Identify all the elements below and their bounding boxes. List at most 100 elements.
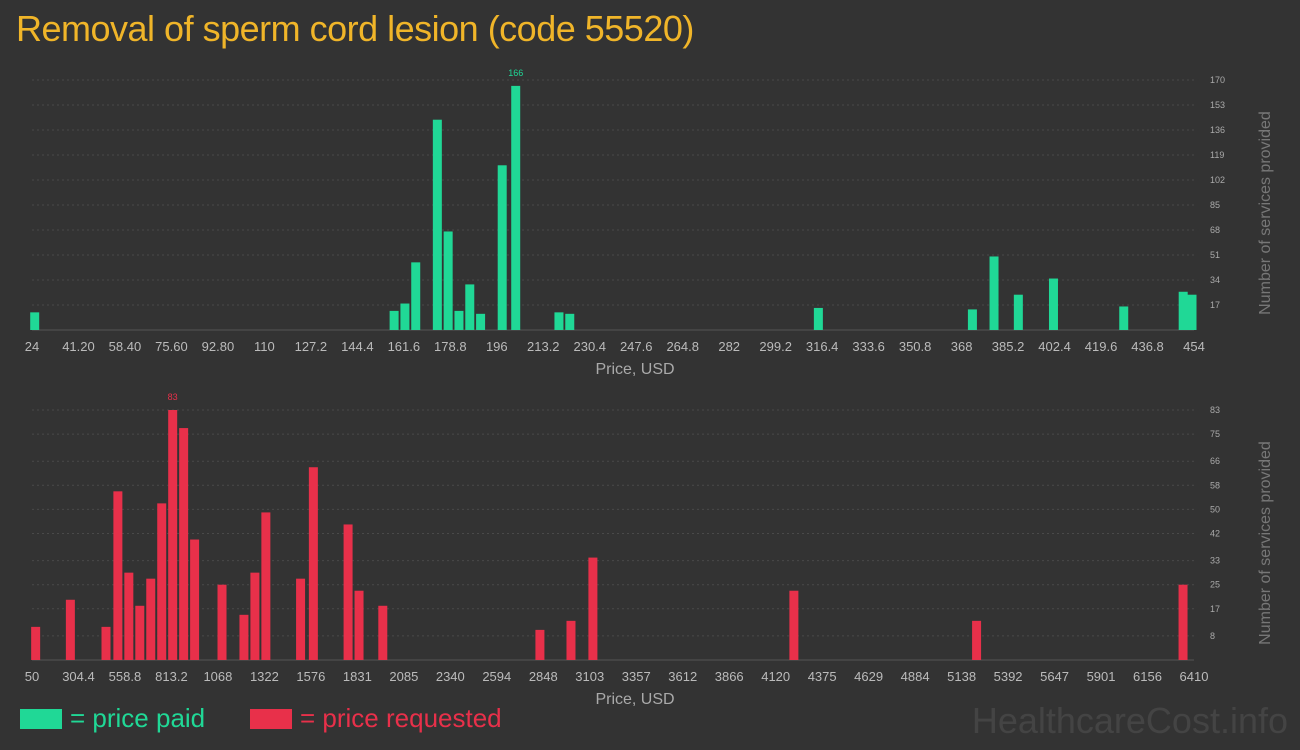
price-requested-x-tick-label: 5901 (1087, 669, 1116, 684)
price-requested-bar (308, 467, 318, 660)
price-requested-x-tick-label: 304.4 (62, 669, 95, 684)
price-requested-bar (168, 410, 178, 660)
price-requested-x-tick-label: 3612 (668, 669, 697, 684)
price-paid-bar (497, 165, 507, 330)
price-requested-x-tick-label: 4375 (808, 669, 837, 684)
price-paid-bar (1013, 294, 1023, 330)
price-paid-x-tick-label: 92.80 (202, 339, 235, 354)
price-paid-peak-label: 166 (508, 68, 523, 78)
price-requested-bar (972, 620, 982, 660)
price-requested-x-tick-label: 5138 (947, 669, 976, 684)
price-paid-bar (400, 303, 410, 330)
price-paid-x-tick-label: 144.4 (341, 339, 374, 354)
price-paid-bar (443, 231, 453, 330)
price-paid-x-tick-label: 75.60 (155, 339, 188, 354)
price-requested-x-tick-label: 4884 (901, 669, 930, 684)
price-requested-bar (190, 539, 200, 660)
price-requested-bar (124, 572, 134, 660)
price-requested-x-tick-label: 5392 (994, 669, 1023, 684)
price-paid-x-tick-label: 178.8 (434, 339, 467, 354)
price-requested-x-tick-label: 1322 (250, 669, 279, 684)
price-requested-x-tick-label: 3357 (622, 669, 651, 684)
price-requested-x-tick-label: 2848 (529, 669, 558, 684)
price-paid-y-tick-label: 17 (1210, 300, 1220, 310)
price-paid-x-tick-label: 419.6 (1085, 339, 1118, 354)
price-requested-bar (31, 626, 41, 660)
price-requested-y-tick-label: 8 (1210, 631, 1215, 641)
legend-swatch-requested (250, 708, 292, 729)
price-paid-bar (565, 313, 575, 330)
price-requested-y-tick-label: 17 (1210, 604, 1220, 614)
price-requested-y-tick-label: 66 (1210, 456, 1220, 466)
price-requested-bar (101, 626, 111, 660)
price-paid-y-tick-label: 119 (1210, 150, 1224, 160)
price-paid-x-tick-label: 368 (951, 339, 973, 354)
price-requested-x-tick-label: 2085 (389, 669, 418, 684)
price-paid-x-tick-label: 110 (254, 339, 275, 354)
price-requested-x-tick-label: 4629 (854, 669, 883, 684)
price-paid-bar (1119, 306, 1129, 330)
price-requested-x-tick-label: 50 (25, 669, 39, 684)
price-paid-bar (465, 284, 475, 330)
price-paid-y-tick-label: 85 (1210, 200, 1220, 210)
price-paid-y-tick-label: 51 (1210, 250, 1220, 260)
price-requested-bar (250, 572, 260, 660)
price-requested-y-tick-label: 42 (1210, 528, 1220, 538)
legend-swatch-paid (20, 708, 62, 729)
price-paid-x-tick-label: 58.40 (109, 339, 142, 354)
price-requested-x-tick-label: 1068 (203, 669, 232, 684)
price-paid-x-tick-label: 127.2 (295, 339, 328, 354)
price-requested-x-tick-label: 558.8 (109, 669, 142, 684)
price-paid-bar (511, 85, 521, 330)
price-paid-y-tick-label: 34 (1210, 275, 1220, 285)
price-requested-bar (146, 578, 156, 660)
price-paid-x-tick-label: 299.2 (759, 339, 792, 354)
price-paid-y-axis-title: Number of services provided (1257, 111, 1274, 315)
price-requested-x-tick-label: 2594 (482, 669, 511, 684)
price-requested-x-tick-label: 5647 (1040, 669, 1069, 684)
price-requested-bar (135, 605, 145, 660)
price-requested-y-tick-label: 75 (1210, 429, 1220, 439)
price-paid-x-tick-label: 333.6 (852, 339, 885, 354)
price-requested-bar (354, 590, 364, 660)
price-paid-x-tick-label: 350.8 (899, 339, 932, 354)
price-requested-bar (217, 584, 227, 660)
price-requested-y-axis-title: Number of services provided (1257, 441, 1274, 645)
price-requested-bar (157, 503, 167, 660)
price-paid-x-tick-label: 24 (25, 339, 39, 354)
price-requested-bar (261, 512, 271, 660)
price-paid-x-tick-label: 213.2 (527, 339, 560, 354)
price-paid-bar (389, 310, 399, 330)
price-requested-x-tick-label: 1831 (343, 669, 372, 684)
price-paid-bar (476, 313, 486, 330)
price-requested-x-tick-label: 4120 (761, 669, 790, 684)
price-paid-x-tick-label: 316.4 (806, 339, 839, 354)
price-requested-y-tick-label: 83 (1210, 405, 1220, 415)
legend-label-requested: = price requested (300, 703, 502, 733)
price-requested-x-tick-label: 3866 (715, 669, 744, 684)
price-paid-y-tick-label: 170 (1210, 75, 1225, 85)
price-paid-bar (967, 309, 977, 330)
price-requested-x-tick-label: 813.2 (155, 669, 188, 684)
price-paid-y-tick-label: 153 (1210, 100, 1225, 110)
chart-title: Removal of sperm cord lesion (code 55520… (16, 8, 694, 49)
price-requested-x-tick-label: 2340 (436, 669, 465, 684)
price-paid-y-tick-label: 102 (1210, 175, 1225, 185)
price-requested-bar (343, 524, 353, 660)
price-paid-bar (1048, 278, 1058, 330)
price-paid-bar (30, 312, 40, 330)
price-paid-x-tick-label: 385.2 (992, 339, 1025, 354)
price-paid-bar (554, 312, 564, 330)
price-paid-x-tick-label: 230.4 (573, 339, 606, 354)
price-requested-x-tick-label: 1576 (296, 669, 325, 684)
price-paid-x-axis-title: Price, USD (595, 361, 674, 378)
price-paid-bar (989, 256, 999, 330)
price-paid-y-tick-label: 68 (1210, 225, 1220, 235)
price-requested-x-axis-title: Price, USD (595, 691, 674, 708)
legend-item-requested: = price requested (250, 703, 502, 734)
price-requested-bar (239, 614, 249, 660)
legend-item-paid: = price paid (20, 703, 205, 734)
price-requested-bar (535, 629, 545, 660)
price-paid-x-tick-label: 41.20 (62, 339, 95, 354)
